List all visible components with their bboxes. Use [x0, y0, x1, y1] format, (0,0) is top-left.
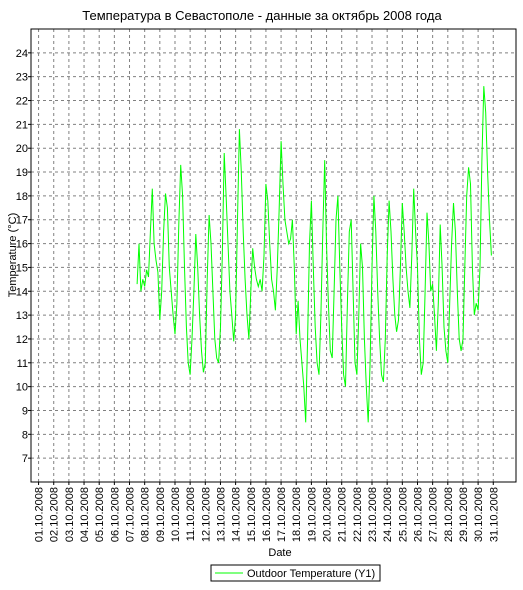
x-tick-label: 27.10.2008 [428, 487, 440, 542]
y-tick-label: 8 [22, 429, 28, 441]
x-tick-label: 25.10.2008 [397, 487, 409, 542]
x-tick-label: 10.10.2008 [170, 487, 182, 542]
y-tick-label: 20 [16, 143, 28, 155]
x-tick-label: 05.10.2008 [94, 487, 106, 542]
x-tick-label: 04.10.2008 [79, 487, 91, 542]
x-axis-label: Date [268, 547, 291, 559]
y-tick-label: 14 [16, 286, 28, 298]
x-tick-label: 06.10.2008 [109, 487, 121, 542]
x-tick-label: 30.10.2008 [473, 487, 485, 542]
y-tick-label: 7 [22, 453, 28, 465]
x-tick-label: 20.10.2008 [322, 487, 334, 542]
y-tick-label: 22 [16, 96, 28, 108]
x-tick-label: 29.10.2008 [458, 487, 470, 542]
y-tick-label: 19 [16, 167, 28, 179]
y-tick-label: 11 [17, 358, 28, 370]
x-tick-label: 03.10.2008 [64, 487, 76, 542]
legend: Outdoor Temperature (Y1) [210, 564, 381, 582]
x-tick-label: 08.10.2008 [140, 487, 152, 542]
x-tick-label: 02.10.2008 [49, 487, 61, 542]
x-tick-label: 21.10.2008 [337, 487, 349, 542]
x-tick-label: 14.10.2008 [231, 487, 243, 542]
y-tick-label: 15 [16, 262, 28, 274]
x-tick-label: 09.10.2008 [155, 487, 167, 542]
x-tick-label: 07.10.2008 [125, 487, 137, 542]
plot-area-frame [30, 28, 517, 483]
y-tick-label: 10 [16, 382, 28, 394]
x-tick-label: 16.10.2008 [261, 487, 273, 542]
y-axis-label: Temperature (°C) [7, 213, 19, 297]
y-tick-label: 24 [16, 48, 28, 60]
x-tick-label: 18.10.2008 [291, 487, 303, 542]
x-tick-label: 22.10.2008 [352, 487, 364, 542]
series-line-outdoor-temperature [136, 86, 492, 423]
x-axis-ticks: 01.10.2008 02.10.2008 03.10.2008 04.10.2008… [34, 482, 500, 542]
x-tick-label: 01.10.2008 [34, 487, 46, 542]
x-tick-label: 23.10.2008 [367, 487, 379, 542]
y-axis-ticks: 7 8 9 10 11 12 13 14 15 16 17 18 19 20 21 22 23 24 [16, 48, 31, 465]
x-tick-label: 15.10.2008 [246, 487, 258, 542]
x-tick-label: 24.10.2008 [382, 487, 394, 542]
y-tick-label: 16 [16, 239, 28, 251]
legend-box [210, 564, 381, 582]
x-tick-label: 19.10.2008 [306, 487, 318, 542]
y-tick-label: 12 [16, 334, 28, 346]
x-tick-label: 17.10.2008 [276, 487, 288, 542]
y-tick-label: 18 [16, 191, 28, 203]
x-tick-label: 28.10.2008 [443, 487, 455, 542]
x-tick-label: 13.10.2008 [215, 487, 227, 542]
y-tick-label: 17 [16, 215, 28, 227]
x-tick-label: 26.10.2008 [412, 487, 424, 542]
y-tick-label: 9 [22, 405, 28, 417]
x-tick-label: 12.10.2008 [200, 487, 212, 542]
y-tick-label: 23 [16, 72, 28, 84]
chart-title: Температура в Севастополе - данные за ок… [82, 8, 442, 23]
x-tick-label: 11.10.2008 [185, 487, 197, 541]
legend-entry: Outdoor Temperature (Y1) [247, 568, 375, 580]
grid [31, 29, 516, 482]
x-tick-label: 31.10.2008 [488, 487, 500, 542]
y-tick-label: 13 [16, 310, 28, 322]
y-tick-label: 21 [16, 119, 28, 131]
